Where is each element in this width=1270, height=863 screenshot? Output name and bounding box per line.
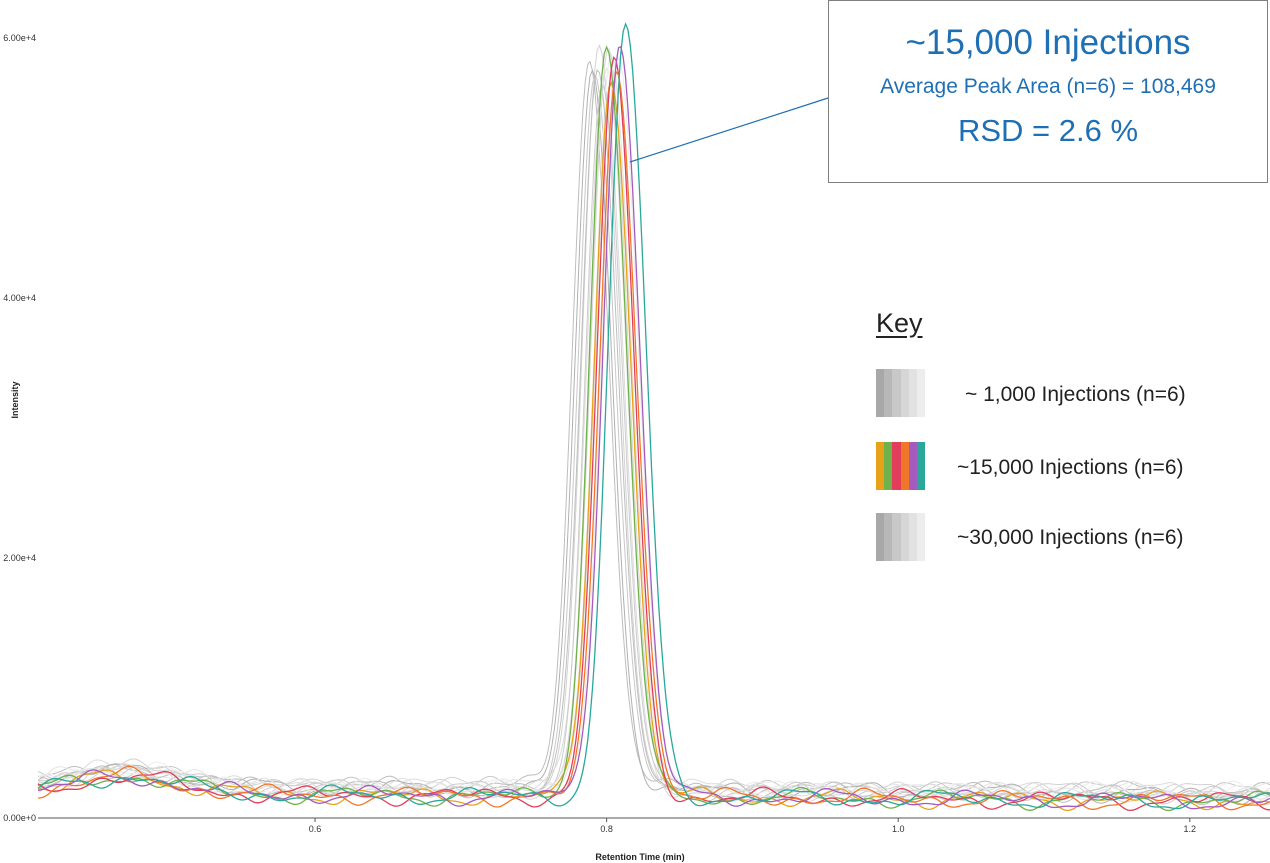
x-tick-label: 0.8 bbox=[600, 824, 613, 834]
swatch-stripe bbox=[876, 513, 885, 561]
y-tick-label: 2.00e+4 bbox=[3, 553, 36, 563]
x-tick-label: 1.2 bbox=[1184, 824, 1197, 834]
swatch-stripe bbox=[916, 442, 926, 490]
y-tick-label: 6.00e+4 bbox=[3, 33, 36, 43]
colored-trace bbox=[37, 70, 1270, 811]
key-title: Key bbox=[876, 308, 923, 338]
gray-trace bbox=[37, 84, 1270, 800]
gray-trace bbox=[37, 69, 1270, 806]
swatch-stripe bbox=[876, 442, 885, 490]
colored-trace bbox=[37, 56, 1270, 812]
y-ticks: 0.00e+0 2.00e+4 4.00e+4 6.00e+4 bbox=[3, 33, 36, 823]
y-tick-label: 0.00e+0 bbox=[3, 813, 36, 823]
gray-trace bbox=[37, 52, 1270, 801]
gray-trace bbox=[37, 69, 1270, 806]
colored-trace bbox=[37, 22, 1270, 810]
y-tick-label: 4.00e+4 bbox=[3, 293, 36, 303]
colored-traces bbox=[37, 22, 1270, 812]
callout-pointer-line bbox=[629, 97, 829, 163]
swatch-stripe bbox=[908, 442, 917, 490]
swatch-stripe bbox=[884, 513, 893, 561]
colored-trace bbox=[37, 81, 1270, 812]
colored-trace bbox=[37, 45, 1270, 810]
swatch-stripe bbox=[876, 369, 885, 417]
key-swatch-30000 bbox=[876, 513, 926, 561]
key-label-15000: ~15,000 Injections (n=6) bbox=[957, 456, 1184, 479]
x-tick-label: 1.0 bbox=[892, 824, 905, 834]
swatch-stripe bbox=[916, 369, 926, 417]
swatch-stripe bbox=[892, 369, 901, 417]
swatch-stripe bbox=[908, 513, 917, 561]
swatch-stripe bbox=[892, 442, 901, 490]
x-axis-title: Retention Time (min) bbox=[595, 852, 684, 862]
gray-trace bbox=[37, 74, 1270, 801]
swatch-stripe bbox=[908, 369, 917, 417]
y-axis-title: Intensity bbox=[10, 381, 20, 418]
x-tick-label: 0.6 bbox=[309, 824, 322, 834]
key-swatch-1000 bbox=[876, 369, 926, 417]
annotation-callout: ~15,000 Injections Average Peak Area (n=… bbox=[828, 0, 1268, 183]
key-swatch-15000 bbox=[876, 442, 926, 490]
swatch-stripe bbox=[900, 369, 909, 417]
callout-title: ~15,000 Injections bbox=[905, 23, 1191, 62]
key-label-1000: ~ 1,000 Injections (n=6) bbox=[965, 383, 1186, 406]
swatch-stripe bbox=[884, 442, 893, 490]
swatch-stripe bbox=[916, 513, 926, 561]
swatch-stripe bbox=[884, 369, 893, 417]
callout-average-peak-area: Average Peak Area (n=6) = 108,469 bbox=[880, 75, 1216, 98]
swatch-stripe bbox=[900, 442, 909, 490]
key-label-30000: ~30,000 Injections (n=6) bbox=[957, 526, 1184, 549]
x-ticks: 0.6 0.8 1.0 1.2 bbox=[309, 818, 1196, 834]
swatch-stripe bbox=[900, 513, 909, 561]
swatch-stripe bbox=[892, 513, 901, 561]
callout-rsd: RSD = 2.6 % bbox=[957, 113, 1139, 148]
gray-trace bbox=[37, 83, 1270, 805]
